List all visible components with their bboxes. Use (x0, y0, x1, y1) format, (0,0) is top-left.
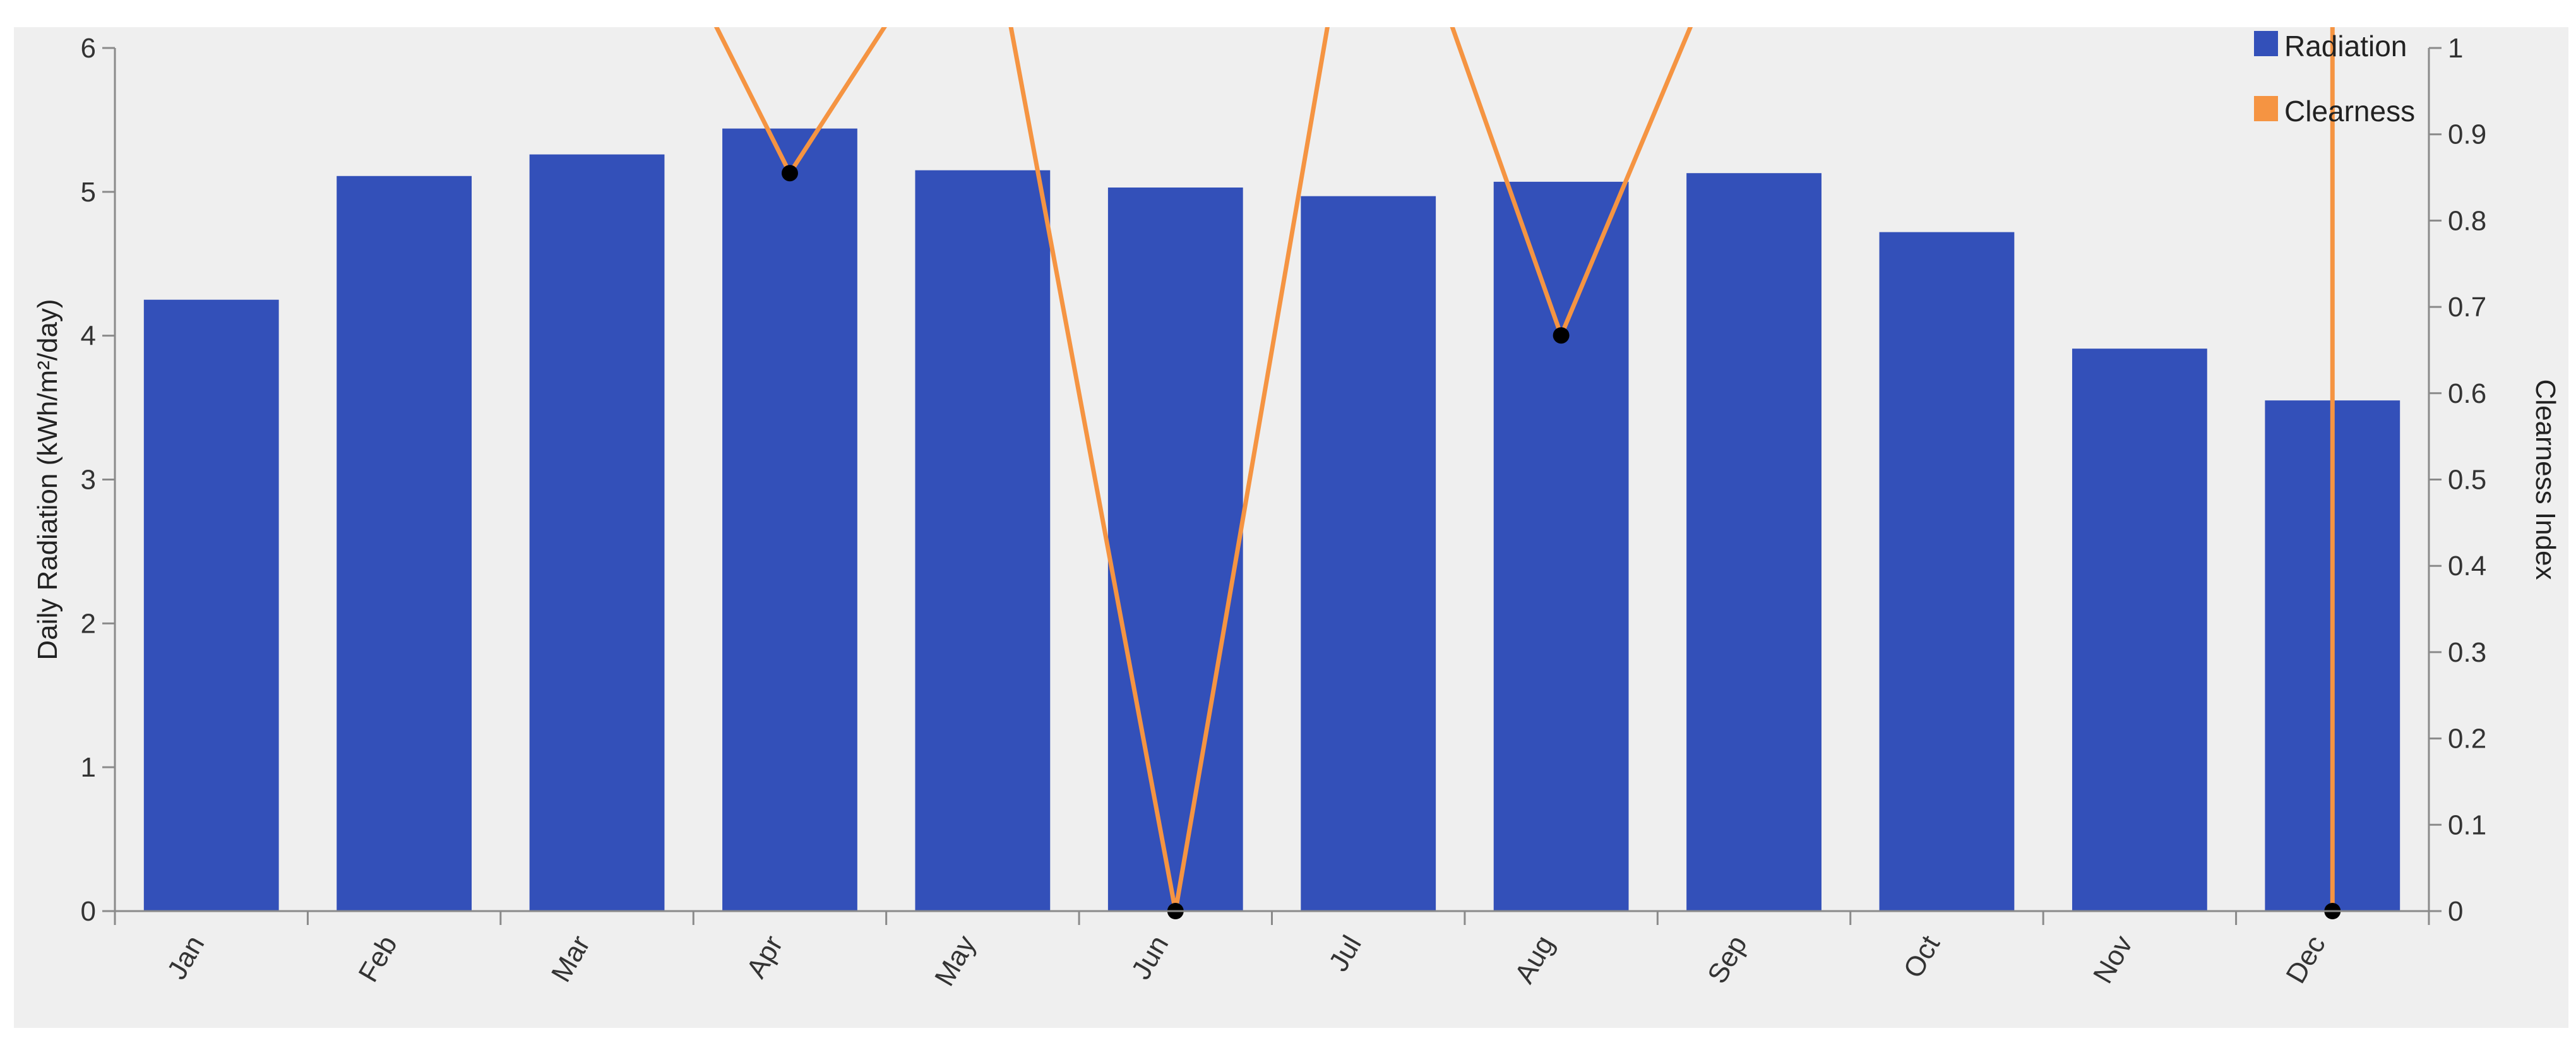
y2-tick-label: 0.2 (2448, 724, 2486, 755)
legend-clearness-label: Clearness (2284, 95, 2415, 128)
radiation-bar (722, 128, 857, 911)
legend-radiation-swatch (2254, 31, 2278, 56)
y-tick-label: 5 (81, 177, 96, 208)
x-tick-label: Mar (546, 931, 596, 987)
y2-tick-label: 0.5 (2448, 465, 2486, 496)
combo-chart: 0 1 2 3 4 5 6 0 0.1 0.2 0.3 0.4 0.5 0.6 0.7 0.8 0.9 1 Jan F… (32, 27, 2561, 991)
x-tick-label: Dec (2280, 931, 2332, 989)
radiation-bar (1107, 187, 1243, 912)
x-tick-label: Jun (1126, 931, 1175, 985)
radiation-bar (1686, 173, 1822, 912)
legend-clearness-swatch (2254, 96, 2278, 121)
x-tick-label: Aug (1509, 931, 1561, 989)
y2-tick-label: 0.6 (2448, 378, 2486, 409)
y-axis-title: Daily Radiation (kWh/m²/day) (32, 299, 63, 660)
y2-tick-label: 0.7 (2448, 292, 2486, 323)
radiation-bar (1301, 196, 1436, 911)
x-tick-label: May (929, 931, 982, 991)
y-tick-label: 0 (81, 896, 96, 927)
radiation-bar (1879, 232, 2015, 911)
y2-tick-label: 0.3 (2448, 637, 2486, 668)
x-tick-label: Apr (741, 931, 789, 984)
legend: Radiation Clearness (2254, 30, 2415, 128)
y-tick-label: 2 (81, 608, 96, 639)
clearness-line (713, 27, 2335, 912)
y2-tick-label: 0.8 (2448, 205, 2486, 236)
y2-tick-label: 0.1 (2448, 809, 2486, 840)
y2-axis-title: Clearness Index (2530, 379, 2561, 580)
y-tick-label: 3 (81, 465, 96, 496)
x-tick-label: Nov (2087, 931, 2139, 989)
radiation-bar (529, 154, 665, 911)
radiation-bar (337, 176, 472, 911)
legend-radiation-label: Radiation (2284, 30, 2407, 63)
radiation-bar (915, 170, 1051, 911)
x-tick-label: Oct (1897, 931, 1946, 984)
x-tick-label: Feb (352, 931, 403, 987)
radiation-bars (143, 128, 2400, 912)
radiation-bar (1493, 181, 1629, 911)
radiation-bar (2072, 349, 2207, 911)
x-tick-label: Sep (1702, 931, 1753, 989)
radiation-bar (143, 299, 279, 911)
y2-tick-label: 0.9 (2448, 119, 2486, 150)
clearness-line-segment (713, 27, 1693, 912)
chart-panel: 0 1 2 3 4 5 6 0 0.1 0.2 0.3 0.4 0.5 0.6 0.7 0.8 0.9 1 Jan F… (14, 27, 2568, 1028)
y2-tick-label: 0 (2448, 896, 2463, 927)
y-tick-label: 4 (81, 321, 96, 352)
clearness-point (1553, 327, 1570, 344)
y-tick-label: 6 (81, 33, 96, 64)
x-tick-label: Jan (161, 931, 210, 985)
x-tick-label: Jul (1323, 931, 1368, 977)
clearness-point (781, 165, 798, 182)
y2-tick-label: 1 (2448, 33, 2463, 64)
y-tick-label: 1 (81, 752, 96, 783)
y2-tick-label: 0.4 (2448, 551, 2486, 582)
